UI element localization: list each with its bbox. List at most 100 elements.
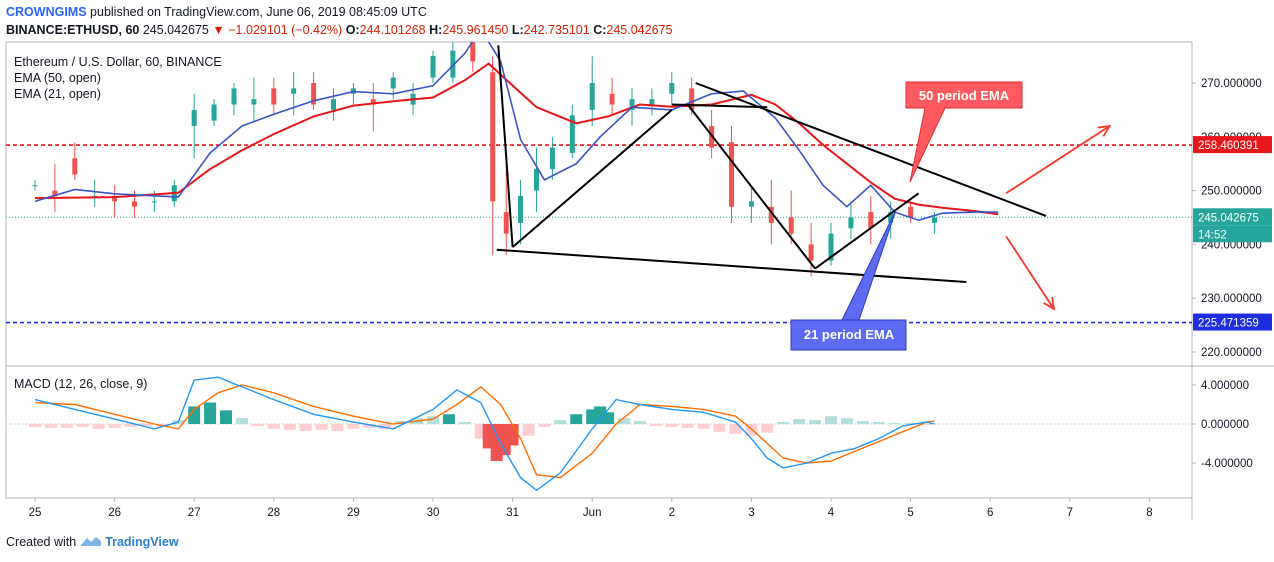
macd-histogram-bar — [904, 423, 917, 425]
price-tick-label: 220.000000 — [1201, 347, 1262, 359]
candle-body — [503, 212, 509, 234]
callout-ema21-shape — [790, 209, 907, 351]
down-arrow[interactable] — [1005, 235, 1056, 311]
candle — [649, 88, 655, 116]
macd-histogram-bar — [729, 424, 742, 434]
header-row-publish: CROWNGIMS published on TradingView.com, … — [6, 3, 672, 21]
candle — [848, 201, 854, 240]
candle — [370, 83, 376, 132]
macd-histogram-bar — [76, 424, 89, 427]
close-label: C: — [593, 23, 607, 37]
candle-body — [490, 72, 496, 202]
candle-body — [649, 99, 655, 105]
last-price-tag-text: 245.042675 — [1198, 212, 1259, 224]
author-name[interactable]: CROWNGIMS — [6, 5, 87, 19]
candle-body — [112, 195, 118, 202]
candle-body — [868, 212, 874, 229]
macd-histogram-bar — [618, 418, 631, 424]
macd-histogram-bar — [427, 416, 439, 424]
price-tick-label: 230.000000 — [1201, 293, 1262, 305]
candle-body — [609, 93, 615, 105]
time-tick-label: 26 — [108, 507, 121, 519]
countdown-tag-text: 14:52 — [1198, 229, 1227, 241]
time-tick-label: 5 — [907, 507, 913, 519]
candle-body — [533, 169, 539, 191]
candle-body — [518, 195, 524, 223]
support-price-tag: 225.471359 — [1193, 313, 1272, 331]
time-tick-label: 28 — [267, 507, 280, 519]
candle-body — [808, 244, 814, 261]
high-label: H: — [429, 23, 443, 37]
macd-line — [34, 376, 935, 492]
close-value: 245.042675 — [606, 23, 673, 37]
trend-line[interactable] — [497, 45, 514, 248]
trend-line[interactable] — [695, 82, 1047, 217]
candle-body — [470, 42, 476, 62]
macd-histogram-bar — [713, 424, 726, 432]
candle — [191, 93, 197, 159]
last-price-tag-bg — [1193, 208, 1272, 226]
candle — [311, 72, 317, 110]
price-tick-label: 240.000000 — [1201, 239, 1262, 251]
candle-body — [848, 217, 854, 229]
candle-body — [251, 99, 257, 105]
created-with-text: Created with — [6, 535, 77, 549]
candle-body — [32, 185, 38, 187]
time-tick-label: 8 — [1146, 507, 1152, 519]
candle — [211, 99, 217, 127]
symbol-label: BINANCE:ETHUSD, 60 — [6, 23, 140, 37]
trend-line[interactable] — [814, 192, 920, 270]
last-price: 245.042675 — [142, 23, 209, 37]
candle — [72, 142, 78, 180]
up-arrow-head — [1097, 124, 1112, 137]
tradingview-logo-icon — [80, 537, 101, 546]
candle-body — [151, 201, 157, 203]
macd-histogram-bar — [283, 424, 296, 430]
macd-histogram-bar — [888, 423, 901, 425]
time-tick-label: Jun — [583, 507, 602, 519]
support-price-tag-text: 225.471359 — [1198, 318, 1259, 330]
trend-line[interactable] — [671, 103, 768, 109]
up-arrow[interactable] — [1005, 124, 1112, 195]
macd-histogram-bar — [649, 424, 662, 426]
candle-body — [450, 50, 456, 78]
candle — [390, 72, 396, 100]
macd-histogram-bar — [442, 414, 455, 424]
candle-body — [629, 99, 635, 110]
trend-line[interactable] — [496, 248, 967, 284]
macd-histogram-bar — [793, 419, 806, 424]
candle — [271, 77, 277, 116]
legend-ema50: EMA (50, open) — [14, 71, 101, 85]
trend-line[interactable] — [511, 109, 673, 248]
macd-histogram-bar — [665, 424, 678, 427]
macd-histogram-bar — [506, 424, 519, 446]
support-price-tag-bg — [1193, 313, 1272, 331]
candle — [549, 136, 555, 180]
time-tick-label: 30 — [427, 507, 440, 519]
candle-body — [569, 115, 575, 153]
open-label: O: — [345, 23, 360, 37]
open-value: 244.101268 — [359, 23, 426, 37]
candle — [470, 42, 476, 73]
candle-body — [888, 212, 894, 223]
time-tick-label: 31 — [506, 507, 519, 519]
trend-line[interactable] — [686, 103, 816, 270]
price-tick-label: 250.000000 — [1201, 186, 1262, 198]
candle-body — [370, 99, 376, 105]
candle — [808, 222, 814, 277]
tradingview-brand[interactable]: TradingView — [105, 535, 179, 549]
macd-histogram-bar — [633, 421, 646, 424]
down-arrow-head — [1043, 296, 1056, 311]
candle-body — [331, 99, 336, 110]
macd-histogram-bar — [140, 424, 153, 426]
macd-histogram-bar — [809, 420, 822, 424]
candle — [828, 222, 834, 266]
candle — [503, 163, 509, 256]
macd-histogram-bar — [92, 424, 105, 429]
macd-histogram-bar — [602, 412, 615, 424]
time-tick-label: 6 — [987, 507, 993, 519]
candle — [112, 185, 118, 218]
legend-title: Ethereum / U.S. Dollar, 60, BINANCE — [14, 55, 222, 69]
candle-body — [52, 190, 58, 196]
